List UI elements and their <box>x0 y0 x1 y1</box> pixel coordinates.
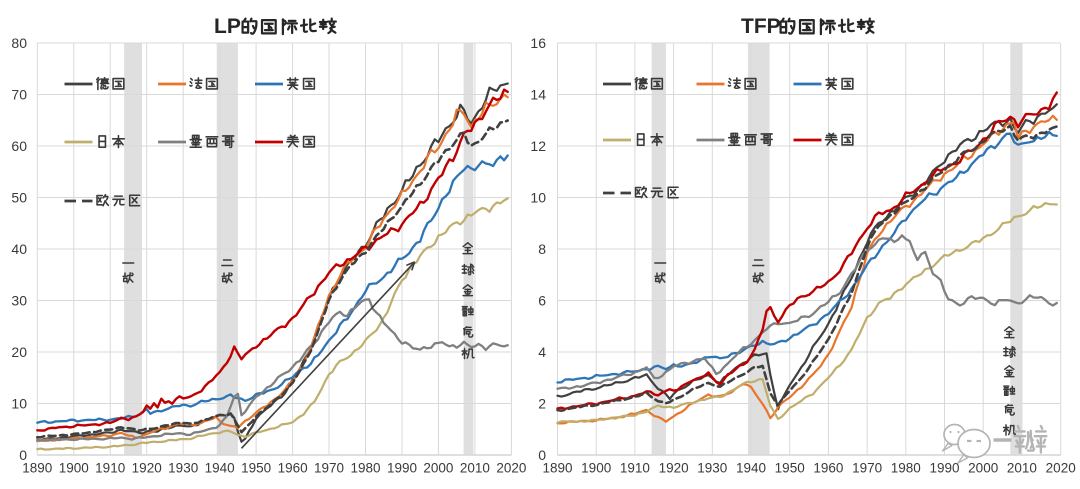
svg-text:10: 10 <box>11 395 27 411</box>
svg-text:LP: LP <box>214 15 241 38</box>
svg-text:2000: 2000 <box>423 461 453 476</box>
svg-text:2010: 2010 <box>1007 461 1037 476</box>
svg-text:2010: 2010 <box>460 461 490 476</box>
svg-text:1920: 1920 <box>132 461 162 476</box>
svg-text:2020: 2020 <box>1046 461 1076 476</box>
svg-text:2: 2 <box>538 395 546 411</box>
svg-text:6: 6 <box>538 292 546 308</box>
svg-text:8: 8 <box>538 241 546 257</box>
svg-text:60: 60 <box>11 138 27 154</box>
svg-text:30: 30 <box>11 292 27 308</box>
svg-text:80: 80 <box>11 35 27 51</box>
svg-text:1970: 1970 <box>314 461 344 476</box>
svg-text:1900: 1900 <box>581 461 611 476</box>
svg-text:2000: 2000 <box>968 461 998 476</box>
svg-text:1910: 1910 <box>95 461 125 476</box>
svg-text:1930: 1930 <box>168 461 198 476</box>
svg-text:1970: 1970 <box>852 461 882 476</box>
svg-text:1960: 1960 <box>278 461 308 476</box>
svg-text:12: 12 <box>530 138 546 154</box>
svg-text:TFP: TFP <box>741 15 781 38</box>
svg-text:1950: 1950 <box>775 461 805 476</box>
svg-text:50: 50 <box>11 189 27 205</box>
svg-text:10: 10 <box>530 189 546 205</box>
svg-text:1920: 1920 <box>659 461 689 476</box>
svg-text:2020: 2020 <box>496 461 526 476</box>
svg-text:1990: 1990 <box>929 461 959 476</box>
svg-text:1980: 1980 <box>891 461 921 476</box>
svg-text:20: 20 <box>11 344 27 360</box>
svg-text:1940: 1940 <box>736 461 766 476</box>
svg-text:1930: 1930 <box>697 461 727 476</box>
svg-text:14: 14 <box>530 86 546 102</box>
svg-text:1910: 1910 <box>620 461 650 476</box>
svg-text:1990: 1990 <box>387 461 417 476</box>
svg-text:1890: 1890 <box>22 461 52 476</box>
svg-text:0: 0 <box>538 447 546 463</box>
svg-text:1940: 1940 <box>205 461 235 476</box>
svg-text:0: 0 <box>19 447 27 463</box>
svg-text:40: 40 <box>11 241 27 257</box>
svg-text:1890: 1890 <box>542 461 572 476</box>
svg-text:1900: 1900 <box>59 461 89 476</box>
svg-text:1980: 1980 <box>350 461 380 476</box>
svg-text:1960: 1960 <box>813 461 843 476</box>
svg-text:4: 4 <box>538 344 546 360</box>
svg-text:70: 70 <box>11 86 27 102</box>
svg-text:16: 16 <box>530 35 546 51</box>
svg-text:1950: 1950 <box>241 461 271 476</box>
